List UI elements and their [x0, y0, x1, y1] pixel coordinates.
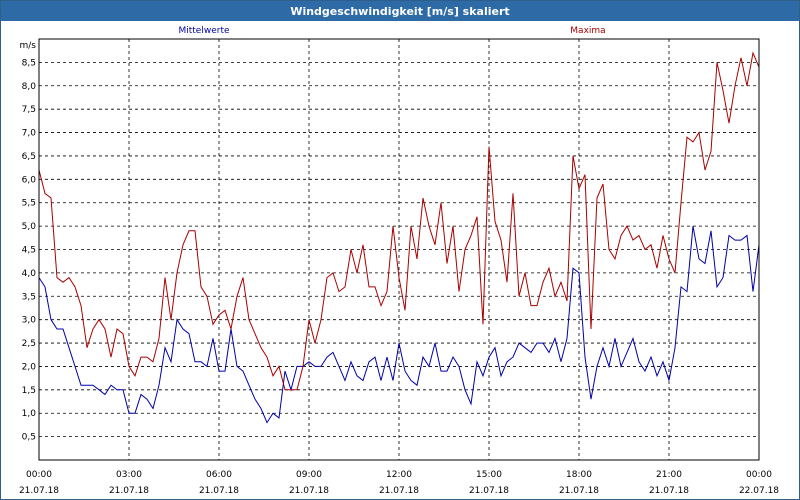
y-tick-label: 2,5 — [22, 339, 36, 349]
y-tick-label: 7,5 — [22, 105, 36, 115]
x-tick-date: 22.07.18 — [739, 486, 779, 496]
y-axis-unit: m/s — [20, 41, 37, 51]
legend: Mittelwerte Maxima — [178, 26, 605, 36]
x-tick-time: 00:00 — [26, 470, 52, 480]
y-tick-label: 4,0 — [22, 269, 37, 279]
x-tick-date: 21.07.18 — [379, 486, 419, 496]
y-tick-label: 3,5 — [22, 292, 36, 302]
y-tick-label: 5,5 — [22, 199, 36, 209]
series-line-mittelwerte — [38, 226, 760, 424]
y-tick-label: 7,0 — [22, 129, 37, 139]
x-axis-labels: 00:00 21.07.18 03:00 21.07.18 06:00 21.07.18 0… — [19, 470, 779, 496]
grid-lines — [39, 39, 759, 460]
y-tick-label: 6,0 — [22, 175, 37, 185]
y-axis-labels: 0,5 1,0 1,5 2,0 2,5 3,0 3,5 4,0 4,5 5,0 5,5 6,0 6,5 7… — [20, 41, 37, 443]
x-tick-time: 09:00 — [296, 470, 322, 480]
y-tick-label: 6,5 — [22, 152, 36, 162]
x-tick-date: 21.07.18 — [559, 486, 599, 496]
y-tick-label: 8,0 — [22, 82, 37, 92]
plot-border — [38, 38, 760, 461]
y-tick-label: 4,5 — [22, 246, 36, 256]
x-tick-date: 21.07.18 — [19, 486, 59, 496]
y-tick-label: 0,5 — [22, 433, 36, 443]
x-tick-time: 15:00 — [476, 470, 502, 480]
x-tick-date: 21.07.18 — [649, 486, 689, 496]
legend-item-mittelwerte: Mittelwerte — [178, 26, 229, 36]
y-tick-label: 2,0 — [22, 362, 37, 372]
x-tick-time: 03:00 — [116, 470, 142, 480]
y-tick-label: 1,0 — [22, 409, 37, 419]
y-tick-label: 8,5 — [22, 58, 36, 68]
x-tick-time: 06:00 — [206, 470, 232, 480]
x-tick-time: 12:00 — [386, 470, 412, 480]
x-tick-date: 21.07.18 — [109, 486, 149, 496]
series-line-maxima — [38, 51, 760, 391]
y-tick-label: 3,0 — [22, 316, 37, 326]
x-tick-date: 21.07.18 — [469, 486, 509, 496]
x-tick-date: 21.07.18 — [289, 486, 329, 496]
x-tick-time: 21:00 — [656, 470, 682, 480]
legend-item-maxima: Maxima — [570, 26, 605, 36]
x-tick-time: 00:00 — [746, 470, 772, 480]
y-tick-label: 5,0 — [22, 222, 37, 232]
series-lines — [38, 51, 760, 424]
x-tick-time: 18:00 — [566, 470, 592, 480]
y-tick-label: 1,5 — [22, 386, 36, 396]
x-tick-date: 21.07.18 — [199, 486, 239, 496]
window-title: Windgeschwindigkeit [m/s] skaliert — [1, 1, 799, 21]
